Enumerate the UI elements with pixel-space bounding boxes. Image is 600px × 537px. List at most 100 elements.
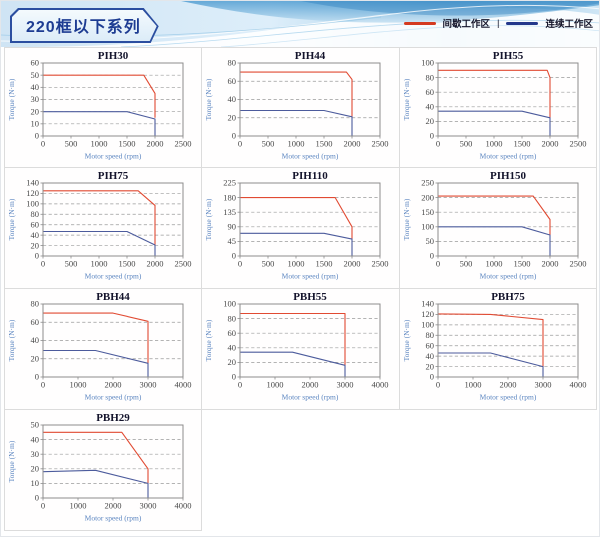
intermittent-zone-line	[240, 197, 353, 240]
y-tick-label: 120	[421, 309, 434, 319]
x-tick-label: 4000	[175, 501, 192, 511]
intermittent-zone-line	[43, 74, 156, 118]
continuous-zone-line	[43, 349, 149, 377]
y-tick-label: 20	[31, 464, 40, 474]
chart-PBH44: 0 20 40 60 80 0 1000 2000 3000 4000 PBH44 Motor spe…	[7, 291, 192, 402]
y-tick-label: 20	[228, 357, 237, 367]
intermittent-zone-line	[437, 313, 544, 367]
x-tick-label: 1500	[514, 259, 531, 269]
continuous-zone-line	[240, 232, 353, 256]
x-tick-label: 1000	[70, 380, 87, 390]
plot-border	[437, 182, 579, 257]
y-tick-label: 40	[426, 102, 435, 112]
y-tick-label: 60	[228, 76, 237, 86]
plot-border	[437, 62, 579, 137]
chart-title: PBH44	[96, 291, 130, 303]
y-tick-label: 0	[430, 251, 434, 261]
x-tick-label: 2500	[175, 259, 192, 269]
y-axis-label: Torque (N·m)	[402, 198, 411, 240]
x-tick-label: 0	[238, 139, 242, 149]
x-tick-label: 1000	[91, 139, 108, 149]
x-tick-label: 2000	[147, 139, 164, 149]
continuous-zone-line	[42, 469, 149, 498]
x-tick-label: 1000	[91, 259, 108, 269]
y-tick-label: 120	[26, 188, 39, 198]
y-tick-label: 90	[228, 222, 237, 232]
plot-border	[42, 424, 184, 499]
chart-title: PIH110	[292, 170, 328, 182]
plot-border	[437, 303, 579, 378]
chart-title: PIH150	[490, 170, 527, 182]
intermittent-zone-line	[43, 312, 149, 364]
chart-legend: 间歇工作区 | 连续工作区	[403, 16, 593, 30]
x-axis-label: Motor speed (rpm)	[85, 152, 142, 161]
chart-title: PIH55	[493, 50, 524, 62]
continuous-zone-line	[438, 110, 551, 136]
y-tick-label: 60	[31, 219, 40, 229]
x-axis-label: Motor speed (rpm)	[282, 152, 339, 161]
y-tick-label: 40	[31, 230, 40, 240]
intermittent-zone-line	[240, 71, 353, 117]
empty-cell	[202, 410, 400, 531]
y-axis-label: Torque (N·m)	[7, 319, 16, 361]
x-axis-label: Motor speed (rpm)	[282, 393, 339, 402]
y-tick-label: 100	[26, 199, 39, 209]
y-tick-label: 80	[426, 72, 435, 82]
y-tick-label: 80	[31, 209, 40, 219]
continuous-legend-label: 连续工作区	[545, 19, 593, 30]
x-tick-label: 2000	[344, 139, 361, 149]
y-tick-label: 60	[31, 317, 40, 327]
y-tick-label: 10	[31, 119, 40, 129]
x-tick-label: 4000	[372, 380, 389, 390]
x-axis-label: Motor speed (rpm)	[85, 514, 142, 523]
y-axis-label: Torque (N·m)	[7, 440, 16, 482]
y-axis-label: Torque (N·m)	[204, 78, 213, 120]
x-tick-label: 1000	[486, 139, 503, 149]
x-tick-label: 1000	[70, 501, 87, 511]
y-axis-label: Torque (N·m)	[7, 198, 16, 240]
x-tick-label: 2500	[570, 259, 587, 269]
x-tick-label: 1000	[465, 380, 482, 390]
x-axis-label: Motor speed (rpm)	[480, 272, 537, 281]
chart-cell-PIH150: 0 50 100 150 200 250 0 500 1000 1500 2000 2500 PIH15…	[400, 168, 597, 289]
y-tick-label: 50	[426, 236, 435, 246]
chart-cell-PIH110: 0 45 90 135 180 225 0 500 1000 1500 2000 2500 PIH110…	[202, 168, 400, 289]
x-tick-label: 500	[65, 259, 78, 269]
x-tick-label: 2000	[500, 380, 517, 390]
x-tick-label: 0	[436, 259, 440, 269]
plot-border	[42, 182, 184, 257]
x-axis-label: Motor speed (rpm)	[480, 393, 537, 402]
series-title: 220框以下系列	[12, 10, 157, 41]
y-tick-label: 40	[228, 94, 237, 104]
x-tick-label: 2000	[542, 259, 559, 269]
intermittent-zone-line	[240, 312, 346, 366]
y-tick-label: 30	[31, 94, 40, 104]
x-tick-label: 3000	[140, 501, 157, 511]
x-tick-label: 0	[41, 380, 45, 390]
plot-border	[239, 303, 381, 378]
x-tick-label: 0	[238, 259, 242, 269]
charts-grid: 0 10 20 30 40 50 60 0 500 1000 1500 2000 2500 PIH30 Mo…	[4, 47, 597, 531]
y-tick-label: 0	[35, 251, 39, 261]
y-tick-label: 40	[31, 335, 40, 345]
y-axis-label: Torque (N·m)	[204, 198, 213, 240]
x-tick-label: 500	[460, 259, 473, 269]
y-tick-label: 60	[426, 87, 435, 97]
x-tick-label: 2000	[147, 259, 164, 269]
y-tick-label: 20	[31, 106, 40, 116]
chart-cell-PBH44: 0 20 40 60 80 0 1000 2000 3000 4000 PBH44 Motor spe…	[4, 289, 202, 410]
x-axis-label: Motor speed (rpm)	[85, 272, 142, 281]
continuous-zone-line	[43, 230, 156, 256]
chart-cell-PIH30: 0 10 20 30 40 50 60 0 500 1000 1500 2000 2500 PIH30 Mo…	[4, 47, 202, 168]
x-tick-label: 500	[262, 139, 275, 149]
chart-cell-PBH29: 0 10 20 30 40 50 0 1000 2000 3000 4000 PBH29 Motor s…	[4, 410, 202, 531]
y-tick-label: 0	[232, 372, 236, 382]
chart-PIH110: 0 45 90 135 180 225 0 500 1000 1500 2000 2500 PIH110…	[204, 170, 389, 281]
x-tick-label: 1500	[316, 139, 333, 149]
x-tick-label: 2000	[302, 380, 319, 390]
y-tick-label: 150	[421, 207, 434, 217]
y-tick-label: 0	[232, 131, 236, 141]
